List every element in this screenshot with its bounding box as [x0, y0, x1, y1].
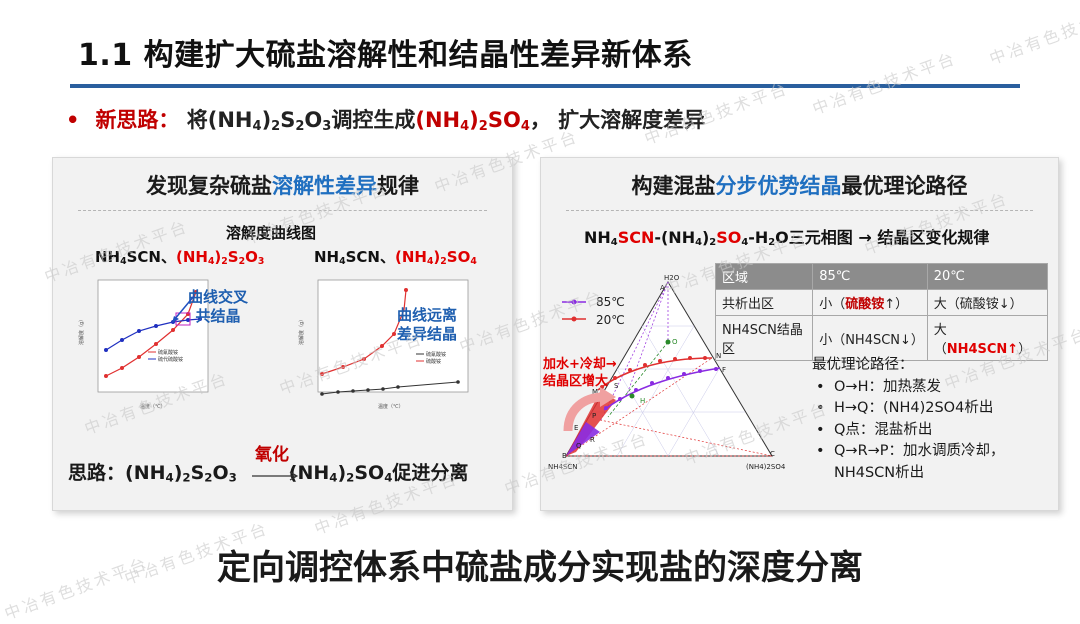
route-item: H→Q：(NH4)2SO4析出	[812, 398, 1005, 420]
curve-20C-markers	[600, 356, 707, 389]
solubility-chart-1: 硫氰酸铵 硫代硫酸铵 溶解度（g） 温度（℃）	[78, 279, 209, 410]
point-O	[665, 339, 671, 345]
ternary-grid	[591, 325, 745, 457]
water-cooling-note: 加水+冷却→ 结晶区增大	[543, 357, 617, 389]
note-arrow-1	[172, 295, 195, 323]
chart2-legend: 硫氰酸铵 硫酸铵	[416, 351, 446, 365]
point-H	[629, 393, 635, 399]
right-panel-title: 构建混盐分步优势结晶最优理论路径	[631, 174, 968, 198]
legend-85: 85℃	[596, 295, 625, 309]
svg-text:(NH4)2SO4: (NH4)2SO4	[746, 463, 786, 471]
svg-text:A: A	[660, 284, 665, 292]
bullet-line: • 新思路： 将(NH4)2S2O3调控生成(NH4)2SO4， 扩大溶解度差异	[66, 104, 705, 134]
svg-text:硫酸铵: 硫酸铵	[426, 358, 441, 365]
watermark: 中冶有色技术平台	[809, 48, 960, 119]
bullet-dot: •	[66, 108, 80, 132]
chart1-y-axis-label: 溶解度（g）	[78, 317, 85, 345]
chart2-label: NH4SCN、(NH4)2SO4	[314, 248, 477, 268]
crystal-zone-purple	[566, 422, 600, 456]
solubility-chart-2: 硫氰酸铵 硫酸铵 溶解度（g） 温度（℃）	[298, 279, 469, 410]
svg-text:Q: Q	[576, 442, 582, 450]
chart2-y-axis-label: 溶解度（g）	[298, 317, 305, 345]
bullet-text: 将(NH4)2S2O3调控生成(NH4)2SO4， 扩大溶解度差异	[186, 108, 706, 134]
svg-text:S: S	[614, 382, 619, 390]
left-panel-divider	[78, 210, 487, 211]
oxidation-arrow	[252, 471, 299, 481]
svg-text:E: E	[574, 424, 578, 432]
route-title: 最优理论路径：	[812, 357, 914, 373]
path-line	[607, 341, 669, 418]
svg-text:硫氰酸铵: 硫氰酸铵	[158, 349, 178, 356]
table-header-cell: 85℃	[812, 263, 928, 290]
chart2-x-axis-label: 温度（℃）	[378, 403, 404, 410]
ternary-phase-diagram: H2O NH4SCN (NH4)2SO4 O H N F M E R P Q S…	[548, 274, 786, 471]
idea-line: 思路：(NH4)2S2O3 (NH4)2SO4促进分离	[68, 462, 469, 485]
svg-text:M: M	[592, 388, 598, 396]
svg-text:F: F	[722, 366, 726, 374]
curve-20C	[597, 357, 713, 391]
table-cell: NH4SCN结晶区	[714, 315, 814, 361]
svg-text:O: O	[672, 338, 678, 346]
red-tie-lines	[565, 357, 773, 457]
table-row: 共析出区 小（硫酸铵↑） 大（硫酸铵↓）	[714, 289, 1049, 316]
table-row: NH4SCN结晶区 小（NH4SCN↓） 大（NH4SCN↑）	[714, 315, 1049, 361]
chart1-label: NH4SCN、(NH4)2S2O3	[95, 248, 265, 268]
table-cell: 共析出区	[714, 289, 814, 316]
chart-heading: 溶解度曲线图	[226, 224, 317, 242]
svg-text:B: B	[562, 452, 567, 460]
svg-text:H: H	[640, 397, 645, 405]
crystal-zone-table: 区域 85℃ 20℃ 共析出区 小（硫酸铵↑） 大（硫酸铵↓） NH4SCN结晶…	[714, 263, 1049, 361]
table-cell: 小（硫酸铵↑）	[812, 289, 928, 316]
diagram-legend-markers	[562, 299, 586, 322]
table-cell: 小（NH4SCN↓）	[812, 315, 928, 361]
bullet-label: 新思路：	[95, 108, 180, 132]
chart1-plot-area	[97, 279, 209, 393]
water-cooling-arrow	[563, 387, 616, 432]
note-curve-cross: 曲线交叉 共结晶	[188, 288, 249, 325]
chart1-legend: 硫氰酸铵 硫代硫酸铵	[148, 349, 183, 363]
point-labels: H2O NH4SCN (NH4)2SO4 O H N F M E R P Q S…	[548, 274, 786, 471]
table-header-row: 区域 85℃ 20℃	[714, 263, 1049, 290]
table-cell: 大（NH4SCN↑）	[926, 315, 1049, 361]
title-underline	[70, 84, 1020, 88]
route-item: O→H：加热蒸发	[812, 377, 1005, 399]
route-item: Q→R→P：加水调质冷却，	[812, 441, 1005, 463]
svg-text:R: R	[590, 436, 595, 444]
bottom-banner: 定向调控体系中硫盐成分实现盐的深度分离	[217, 548, 863, 588]
oxidation-label: 氧化	[255, 445, 289, 465]
slide-title: 1.1 构建扩大硫盐溶解性和结晶性差异新体系	[78, 38, 693, 73]
svg-text:C: C	[770, 450, 775, 458]
svg-text:H2O: H2O	[664, 274, 680, 282]
chart1-x-axis-label: 温度（℃）	[140, 403, 166, 410]
right-panel-divider	[566, 210, 1033, 211]
svg-text:NH4SCN: NH4SCN	[548, 463, 578, 471]
chart2-black-markers	[320, 380, 460, 396]
route-item-continued: NH4SCN析出	[834, 464, 925, 481]
note-curve-apart: 曲线远离 差异结晶	[397, 306, 458, 343]
table-cell: 大（硫酸铵↓）	[926, 289, 1049, 316]
left-panel-title: 发现复杂硫盐溶解性差异规律	[146, 174, 419, 198]
phase-diagram-heading: NH4SCN-(NH4)2SO4-H2O三元相图 → 结晶区变化规律	[584, 228, 990, 249]
legend-20: 20℃	[596, 313, 625, 327]
route-item: Q点：混盐析出	[812, 420, 1005, 442]
optimal-route: 最优理论路径： O→H：加热蒸发 H→Q：(NH4)2SO4析出 Q点：混盐析出…	[812, 355, 1005, 484]
svg-text:硫氰酸铵: 硫氰酸铵	[426, 351, 446, 358]
watermark: 中冶有色技术平台	[986, 0, 1080, 69]
svg-text:硫代硫酸铵: 硫代硫酸铵	[158, 356, 183, 363]
curve-85C-markers	[604, 367, 718, 410]
chart2-red-markers	[320, 288, 408, 376]
chart2-plot-area	[317, 279, 469, 393]
table-header-cell: 20℃	[926, 263, 1049, 290]
svg-text:P: P	[592, 412, 596, 420]
